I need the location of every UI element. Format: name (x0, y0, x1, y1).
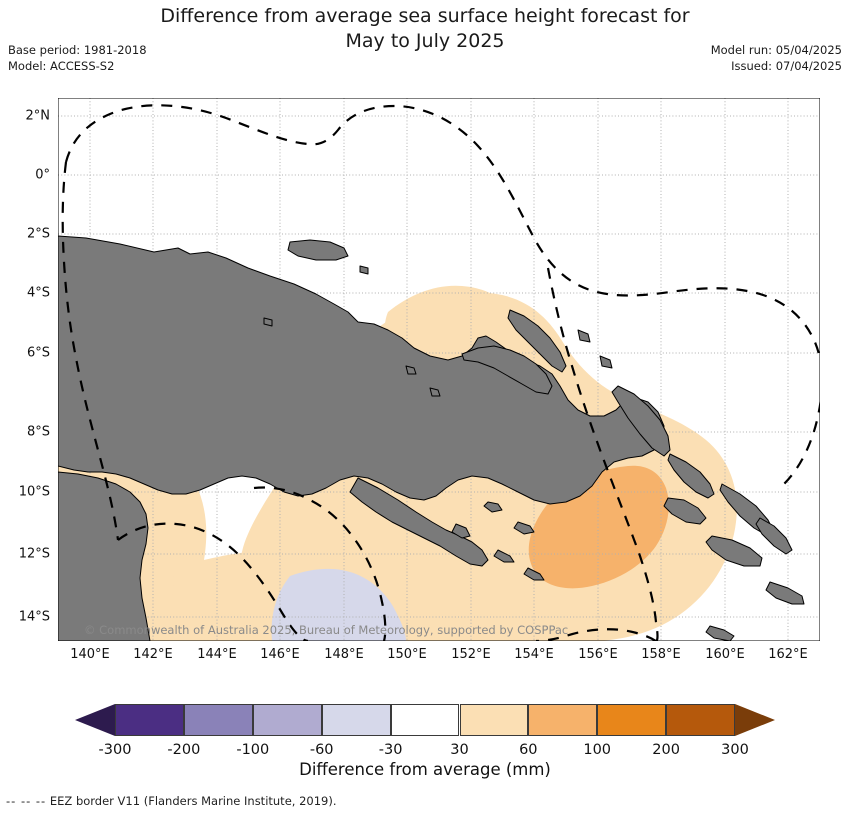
y-tick-label: 0° (35, 167, 50, 183)
issued-text: Issued: 07/04/2025 (731, 59, 842, 73)
x-tick-label: 156°E (578, 647, 618, 662)
y-tick-label: 8°S (26, 424, 50, 440)
footer-text: EEZ border V11 (Flanders Marine Institut… (49, 794, 337, 808)
metadata-right: Model run: 05/04/2025 Issued: 07/04/2025 (711, 42, 842, 74)
land-new-georgia (663, 497, 707, 525)
page-title: Difference from average sea surface heig… (0, 4, 850, 54)
land-malaita (755, 517, 793, 555)
title-line-2: May to July 2025 (345, 30, 505, 52)
land-new-ireland (507, 309, 567, 373)
footer-note: -- -- -- EEZ border V11 (Flanders Marine… (6, 794, 337, 808)
y-tick-label: 10°S (18, 484, 50, 500)
colorbar-band[interactable] (528, 704, 598, 736)
x-tick-label: 144°E (197, 647, 237, 662)
land-small-isl-3 (263, 317, 273, 327)
land-small-isl-4 (359, 265, 369, 275)
colorbar-tick-label: 200 (652, 742, 680, 758)
metadata-left: Base period: 1981-2018 Model: ACCESS-S2 (8, 42, 147, 74)
land-manus-island (287, 239, 349, 261)
y-tick-label: 12°S (18, 546, 50, 562)
y-tick-label: 6°S (26, 345, 50, 361)
x-tick-label: 152°E (451, 647, 491, 662)
land-makira (765, 581, 805, 605)
land-small-isl-1 (405, 365, 417, 375)
x-tick-label: 162°E (768, 647, 808, 662)
colorbar-tick-label: -200 (167, 742, 201, 758)
colorbar-tick-label: 30 (450, 742, 469, 758)
x-tick-label: 154°E (514, 647, 554, 662)
y-tick-label: 2°S (26, 226, 50, 242)
map-plot-area[interactable] (58, 98, 820, 641)
land-small-isl-5 (577, 329, 591, 343)
eez-dash-legend-icon: -- -- -- (6, 794, 47, 808)
land-trobriand (483, 501, 503, 513)
land-choiseul (667, 453, 715, 499)
x-tick-label: 140°E (70, 647, 110, 662)
landmass-group (58, 235, 805, 641)
colorbar-tick-label: 300 (721, 742, 749, 758)
colorbar-title: Difference from average (mm) (299, 760, 551, 779)
colorbar-arrow-high (735, 704, 775, 736)
x-tick-label: 142°E (133, 647, 173, 662)
colorbar-bands[interactable]: -300 -200 -100 -60 -30 30 60 100 200 300 (75, 704, 775, 758)
colorbar-band[interactable] (183, 704, 253, 736)
land-small-isl-2 (429, 387, 441, 397)
colorbar-tick-label: -60 (309, 742, 334, 758)
land-woodlark (513, 521, 535, 535)
land-small-isl-6 (599, 355, 613, 369)
colorbar-band[interactable] (321, 704, 391, 736)
colorbar-band[interactable] (115, 704, 184, 736)
colorbar-tick-label: 100 (583, 742, 612, 758)
land-louisiade-2 (523, 567, 545, 581)
x-tick-label: 146°E (260, 647, 300, 662)
colorbar-tick-label: -300 (98, 742, 132, 758)
base-period-text: Base period: 1981-2018 (8, 43, 147, 57)
colorbar-band[interactable] (390, 704, 460, 736)
land-rennell (705, 625, 735, 641)
x-tick-label: 150°E (387, 647, 427, 662)
model-run-text: Model run: 05/04/2025 (710, 43, 842, 57)
colorbar-arrow-low (75, 704, 115, 736)
colorbar-band[interactable] (459, 704, 529, 736)
y-tick-label: 4°S (26, 285, 50, 301)
colorbar-tick-label: 60 (519, 742, 538, 758)
copyright-text: © Commonwealth of Australia 2025, Bureau… (84, 623, 569, 637)
land-new-guinea (58, 235, 665, 505)
colorbar-band[interactable] (252, 704, 322, 736)
land-bougainville (611, 385, 671, 457)
land-louisiade-1 (493, 549, 515, 563)
land-papuan-peninsula (349, 477, 489, 567)
x-tick-label: 160°E (705, 647, 745, 662)
x-tick-label: 148°E (324, 647, 364, 662)
model-text: Model: ACCESS-S2 (8, 59, 115, 73)
colorbar-band[interactable] (597, 704, 667, 736)
y-tick-label: 14°S (18, 609, 50, 625)
y-axis: 2°N 0° 2°S 4°S 6°S 8°S 10°S 12°S 14°S (0, 98, 58, 641)
land-dentrecasteaux (451, 523, 471, 539)
land-guadalcanal (705, 535, 763, 567)
x-axis: 140°E 142°E 144°E 146°E 148°E 150°E 152°… (58, 641, 820, 669)
colorbar[interactable]: -300 -200 -100 -60 -30 30 60 100 200 300… (0, 700, 850, 780)
anomaly-region-neg60-neg30 (271, 568, 406, 641)
eez-border (61, 104, 820, 641)
title-line-1: Difference from average sea surface heig… (160, 5, 690, 27)
land-new-britain (461, 345, 553, 395)
colorbar-tick-label: -100 (236, 742, 270, 758)
y-tick-label: 2°N (25, 108, 51, 124)
colorbar-tick-label: -30 (378, 742, 403, 758)
x-tick-label: 158°E (641, 647, 681, 662)
colorbar-band[interactable] (666, 704, 735, 736)
